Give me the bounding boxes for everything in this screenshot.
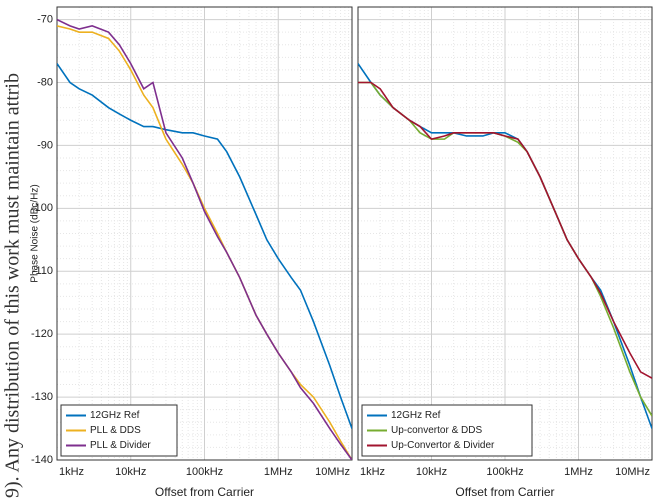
legend-label: 12GHz Ref xyxy=(391,410,441,421)
y-tick-label: -110 xyxy=(32,265,53,277)
x-tick-label: 100kHz xyxy=(186,466,223,478)
x-tick-label: 10kHz xyxy=(115,466,146,478)
y-tick-label: -90 xyxy=(37,139,53,151)
series-line xyxy=(57,18,352,460)
legend-box xyxy=(60,404,178,457)
x-tick-label: 10MHz xyxy=(315,466,350,478)
legend-label: 12GHz Ref xyxy=(90,410,140,421)
x-axis-label: Offset from Carrier xyxy=(455,485,554,499)
y-tick-label: -100 xyxy=(31,202,53,214)
legend-label: Up-Convertor & Divider xyxy=(391,440,495,451)
legend-label: PLL & Divider xyxy=(90,440,151,451)
x-axis-label: Offset from Carrier xyxy=(155,485,254,499)
legend-label: Up-convertor & DDS xyxy=(391,425,482,436)
series-line xyxy=(57,25,352,460)
plot-border xyxy=(56,6,353,461)
y-tick-label: -80 xyxy=(37,76,53,88)
x-tick-label: 1MHz xyxy=(264,466,293,478)
y-tick-label: -70 xyxy=(37,13,53,25)
legend-box xyxy=(361,404,533,457)
y-tick-label: -130 xyxy=(31,391,53,403)
side-text: 9). Any distribution of this work must m… xyxy=(2,73,24,498)
x-tick-label: 100kHz xyxy=(486,466,523,478)
x-tick-label: 1kHz xyxy=(360,466,385,478)
x-tick-label: 1MHz xyxy=(564,466,593,478)
y-tick-label: -140 xyxy=(31,454,53,466)
x-tick-label: 1kHz xyxy=(59,466,84,478)
x-tick-label: 10MHz xyxy=(615,466,650,478)
x-tick-label: 10kHz xyxy=(416,466,447,478)
y-tick-label: -120 xyxy=(31,328,53,340)
series-line xyxy=(57,63,352,429)
legend-label: PLL & DDS xyxy=(90,425,141,436)
y-axis-label: Phase Noise (dBc/Hz) xyxy=(30,184,41,282)
plot-border xyxy=(357,6,653,461)
series-line xyxy=(358,81,652,379)
